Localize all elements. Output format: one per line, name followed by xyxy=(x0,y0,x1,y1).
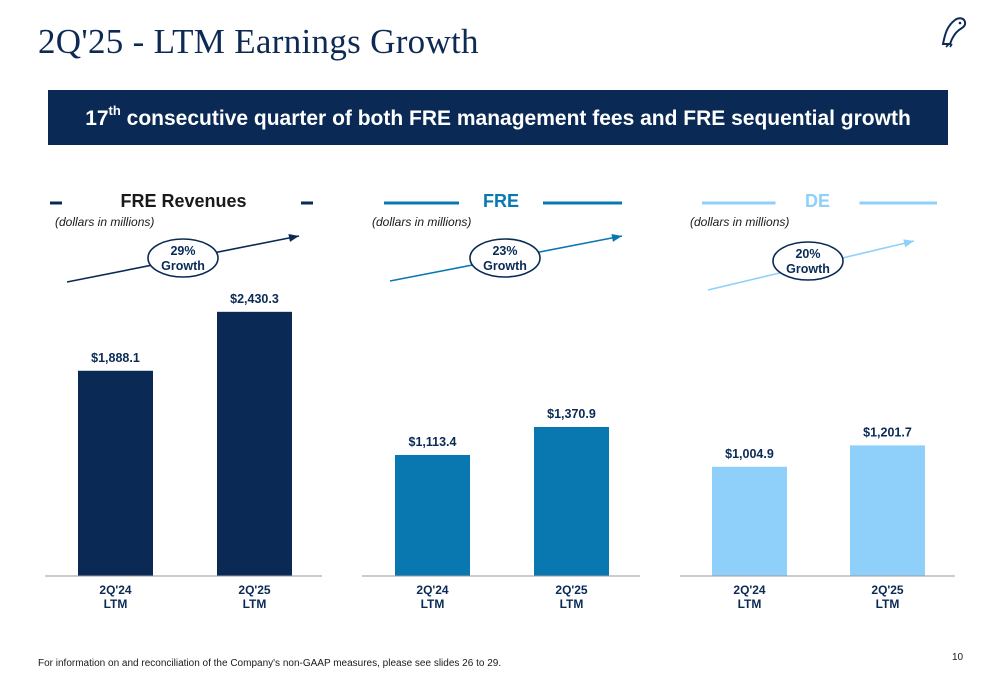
bar xyxy=(395,454,470,576)
x-tick-label: 2Q'25 xyxy=(871,583,904,597)
growth-badge xyxy=(469,238,541,278)
bar xyxy=(217,311,292,576)
banner-ordinal: 17 xyxy=(85,106,109,130)
chart-subtitle: (dollars in millions) xyxy=(690,215,789,229)
growth-word: Growth xyxy=(483,259,527,273)
bar-data-label: $2,430.3 xyxy=(230,292,279,306)
chart-subtitle: (dollars in millions) xyxy=(55,215,154,229)
growth-word: Growth xyxy=(786,262,830,276)
bar xyxy=(850,445,925,576)
banner-message: consecutive quarter of both FRE manageme… xyxy=(120,106,911,130)
growth-arrow-head xyxy=(288,234,299,242)
chart-title: FRE Revenues xyxy=(120,191,246,211)
chart-subtitle: (dollars in millions) xyxy=(372,215,471,229)
growth-badge xyxy=(772,241,844,281)
footnote: For information on and reconciliation of… xyxy=(38,658,502,669)
growth-percent: 29% xyxy=(170,244,195,258)
x-tick-label: 2Q'24 xyxy=(99,583,132,597)
bar-data-label: $1,004.9 xyxy=(725,447,774,461)
bird-logo-icon xyxy=(941,17,967,48)
growth-percent: 20% xyxy=(795,247,820,261)
banner-ordinal-suffix: th xyxy=(108,102,121,118)
page-title: 2Q'25 - LTM Earnings Growth xyxy=(38,22,479,61)
bar xyxy=(712,466,787,576)
x-tick-label: 2Q'24 xyxy=(733,583,766,597)
x-tick-label: LTM xyxy=(421,597,445,611)
bar-data-label: $1,113.4 xyxy=(409,435,457,449)
growth-badge xyxy=(147,238,219,278)
chart-title: DE xyxy=(805,191,830,211)
bar xyxy=(78,370,153,576)
growth-arrow-head xyxy=(903,239,914,248)
x-tick-label: LTM xyxy=(560,597,584,611)
x-tick-label: 2Q'24 xyxy=(416,583,449,597)
bar-data-label: $1,201.7 xyxy=(863,425,912,439)
x-tick-label: 2Q'25 xyxy=(238,583,271,597)
headline-banner: 17th consecutive quarter of both FRE man… xyxy=(48,90,948,145)
bar-data-label: $1,370.9 xyxy=(547,407,596,421)
x-tick-label: LTM xyxy=(876,597,900,611)
x-tick-label: LTM xyxy=(104,597,128,611)
x-tick-label: LTM xyxy=(243,597,267,611)
growth-word: Growth xyxy=(161,259,205,273)
page-number: 10 xyxy=(952,652,964,663)
chart-title: FRE xyxy=(483,191,519,211)
bar xyxy=(534,426,609,576)
bar-data-label: $1,888.1 xyxy=(91,351,140,365)
growth-percent: 23% xyxy=(492,244,517,258)
x-tick-label: LTM xyxy=(738,597,762,611)
growth-arrow-head xyxy=(611,233,622,242)
x-tick-label: 2Q'25 xyxy=(555,583,588,597)
banner-text: 17th consecutive quarter of both FRE man… xyxy=(85,102,911,131)
